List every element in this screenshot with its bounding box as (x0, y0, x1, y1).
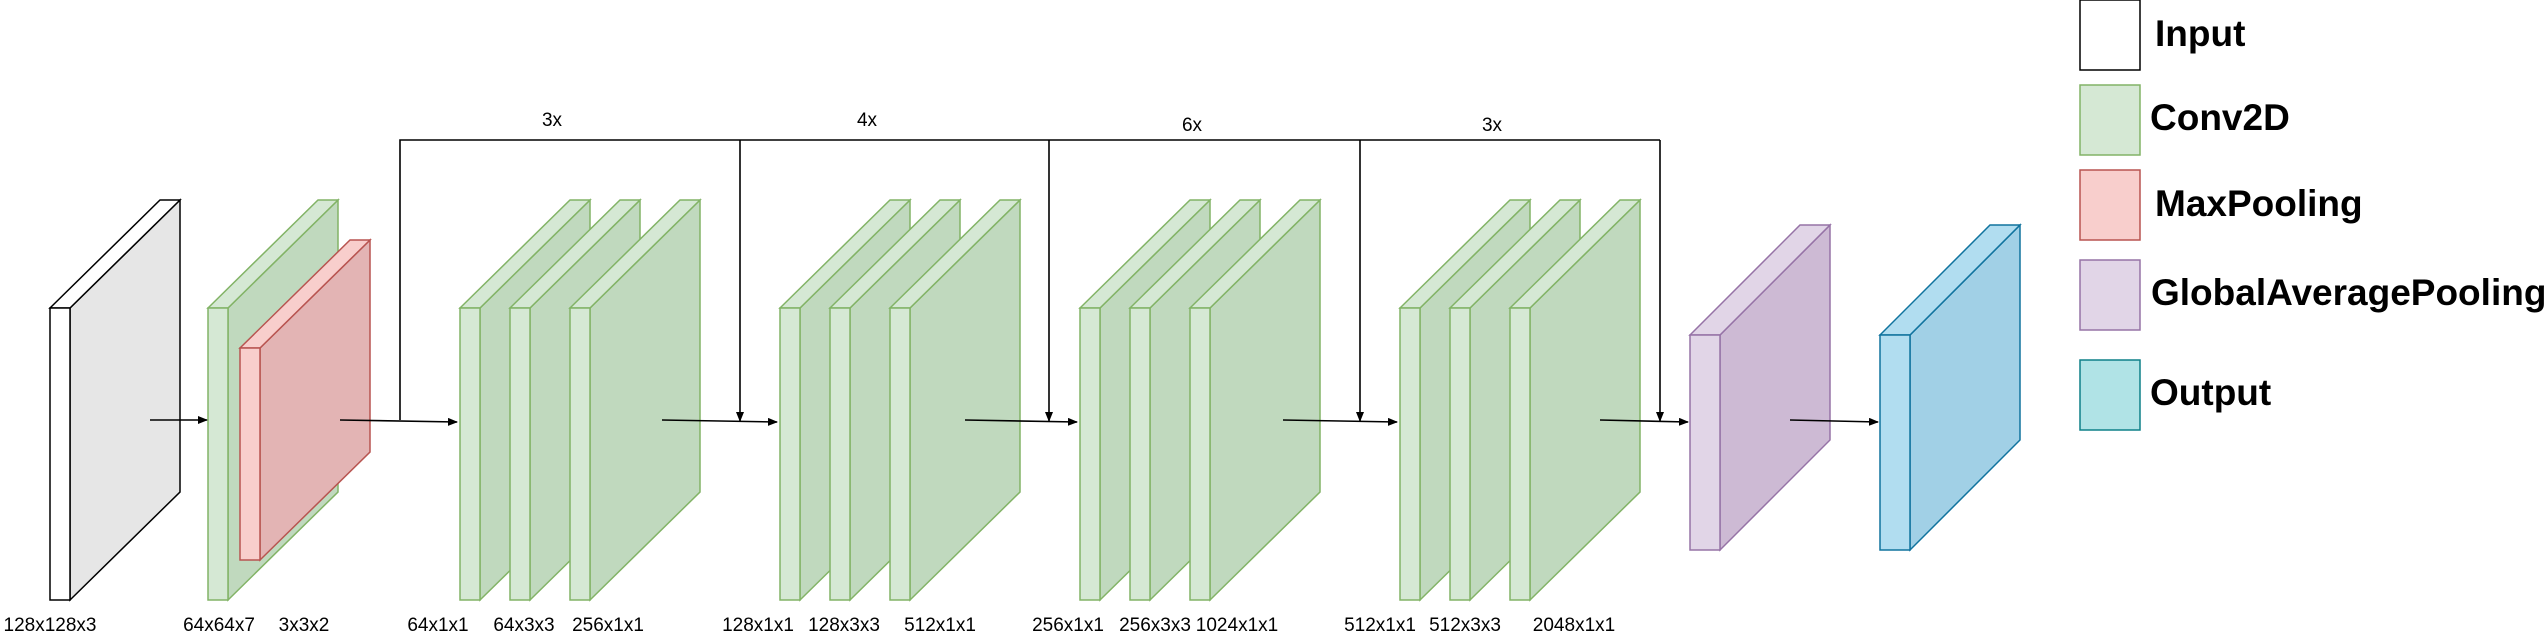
legend-swatch-maxpooling (2079, 169, 2141, 241)
legend-label-gap: GlobalAveragePooling (2151, 272, 2546, 313)
stem-maxpool-block (238, 238, 372, 562)
arrow-stem-to-stage1 (339, 417, 458, 426)
input-block (48, 198, 182, 602)
legend: Input Conv2D MaxPooling GlobalAveragePoo… (2079, 0, 2546, 431)
stage2-conv-1x1-b (888, 198, 1022, 602)
stage4-dim-label-2: 512x3x3 (1429, 615, 1501, 636)
stage2-blocks (778, 198, 1022, 602)
legend-label-input: Input (2155, 13, 2245, 54)
legend-item-output: Output (2079, 359, 2271, 431)
output-block-front (1879, 334, 1911, 551)
stage1-dim-label-1: 64x1x1 (407, 615, 468, 636)
stem-conv-front (207, 307, 229, 601)
input-block-front (49, 307, 71, 601)
output-block (1878, 223, 2022, 552)
stem-pool-dim-label: 3x3x2 (279, 615, 330, 636)
stage4-dim-label-1: 512x1x1 (1344, 615, 1416, 636)
stage3-blocks (1078, 198, 1322, 602)
legend-swatch-input (2079, 0, 2141, 71)
gap-block-front (1689, 334, 1721, 551)
stage4-blocks (1398, 198, 1642, 602)
stage2-dim-label-3: 512x1x1 (904, 615, 976, 636)
legend-swatch-output (2079, 359, 2141, 431)
stage3-dim-label-3: 1024x1x1 (1196, 615, 1278, 636)
stem-conv-dim-label: 64x64x7 (183, 615, 255, 636)
connector-start (399, 139, 1660, 420)
legend-label-maxpooling: MaxPooling (2155, 183, 2363, 224)
stage3-dim-label-2: 256x3x3 (1119, 615, 1191, 636)
input-block-side (69, 198, 181, 602)
arrow-gap-to-output (1789, 417, 1879, 426)
stage1-dim-label-3: 256x1x1 (572, 615, 644, 636)
legend-item-input: Input (2079, 0, 2245, 71)
stage1-dim-label-2: 64x3x3 (493, 615, 554, 636)
stage4-repeat-label: 3x (1482, 115, 1503, 136)
stage3-repeat-label: 6x (1182, 115, 1203, 136)
stage3-dim-label-1: 256x1x1 (1032, 615, 1104, 636)
dimension-labels: 128x128x3 64x64x7 3x3x2 64x1x1 64x3x3 25… (4, 615, 1616, 636)
stage1-conv-1x1-b (568, 198, 702, 602)
stage3-conv-1x1-b (1188, 198, 1322, 602)
stage2-repeat-label: 4x (857, 110, 878, 131)
arrow-stage3-to-stage4 (1282, 417, 1398, 426)
legend-item-gap: GlobalAveragePooling (2079, 259, 2546, 331)
stage2-dim-label-2: 128x3x3 (808, 615, 880, 636)
legend-label-output: Output (2150, 372, 2271, 413)
stem-maxpool-front (239, 347, 261, 561)
arrow-stage2-to-stage3 (964, 417, 1078, 426)
flow-arrows (150, 416, 1879, 426)
gap-block (1688, 223, 1832, 552)
stage4-conv-1x1-b (1508, 198, 1642, 602)
legend-swatch-conv2d (2079, 84, 2141, 156)
legend-item-maxpooling: MaxPooling (2079, 169, 2363, 241)
arrow-stage4-to-gap (1599, 417, 1689, 426)
stage1-repeat-label: 3x (542, 110, 563, 131)
skip-connectors (399, 139, 1664, 422)
stage1-blocks (458, 198, 702, 602)
stage2-dim-label-1: 128x1x1 (722, 615, 794, 636)
legend-label-conv2d: Conv2D (2150, 97, 2290, 138)
legend-swatch-gap (2079, 259, 2141, 331)
stage4-dim-label-3: 2048x1x1 (1533, 615, 1615, 636)
arrow-stage1-to-stage2 (661, 417, 778, 426)
legend-item-conv2d: Conv2D (2079, 84, 2290, 156)
input-dim-label: 128x128x3 (4, 615, 97, 636)
